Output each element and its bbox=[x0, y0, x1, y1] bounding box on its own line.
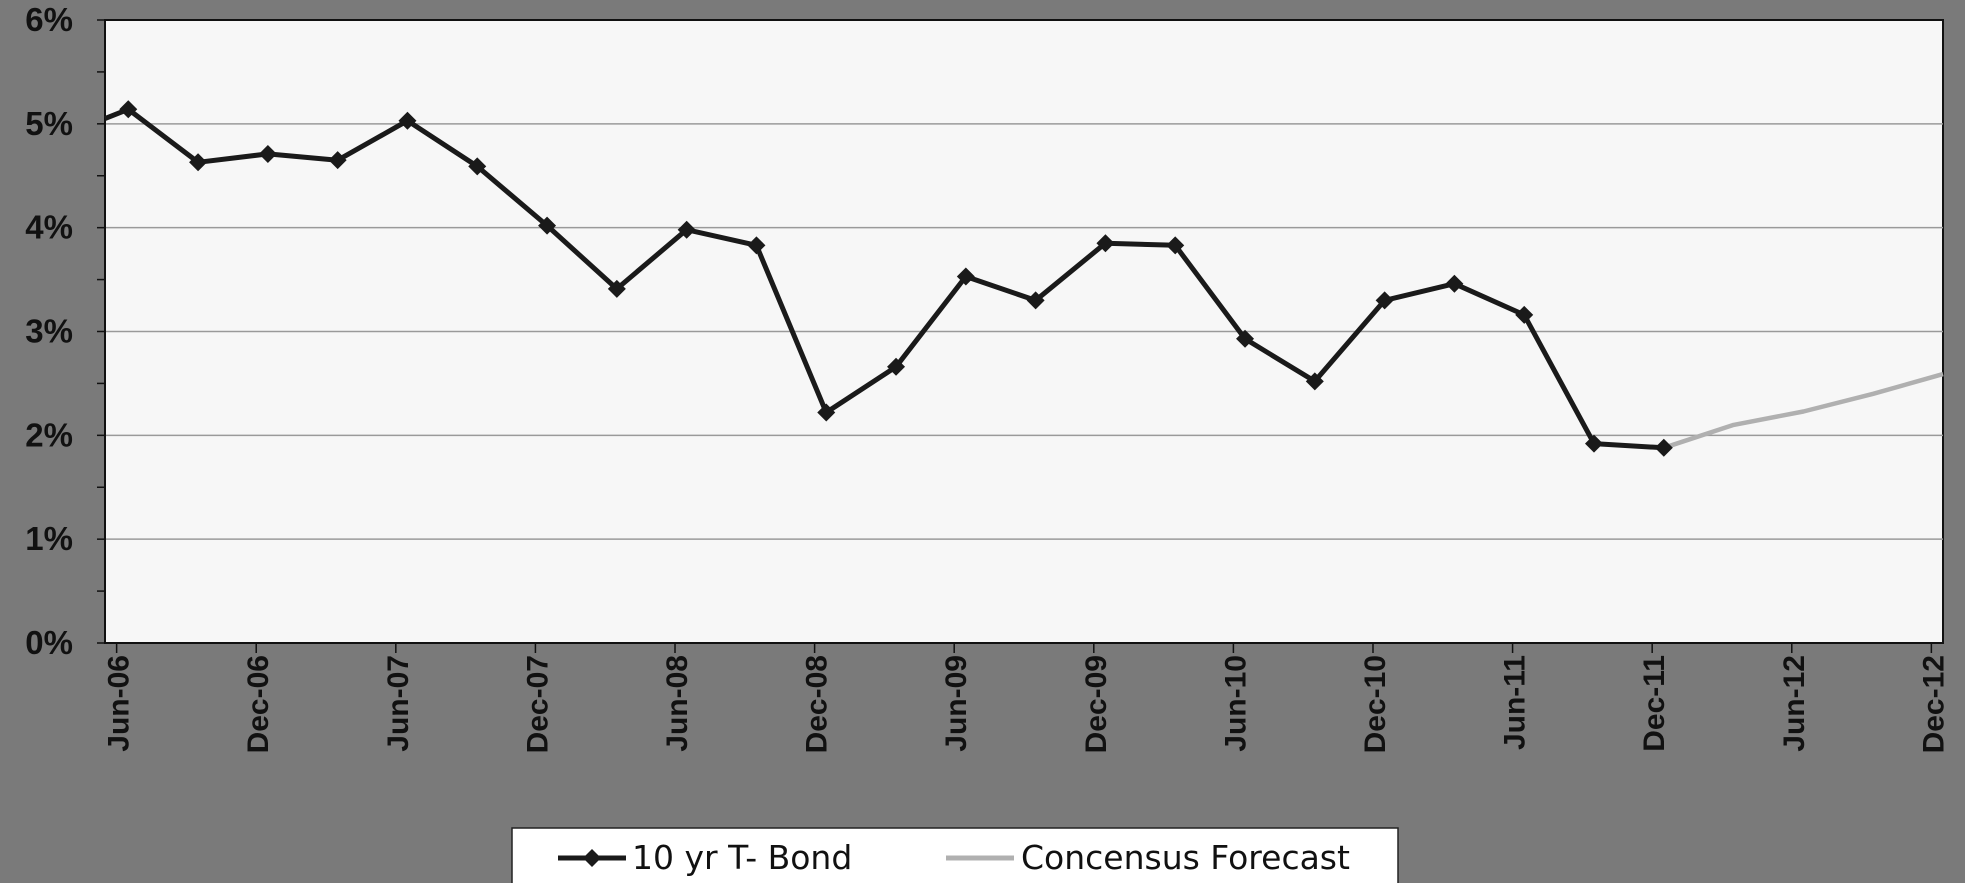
t-bond-point bbox=[538, 216, 557, 235]
t-bond-point bbox=[258, 144, 277, 163]
forecast-line bbox=[1663, 371, 1944, 450]
x-tick-label: Jun-07 bbox=[382, 655, 415, 752]
x-tick-label: Dec-09 bbox=[1080, 655, 1113, 753]
x-axis: Jun-06 Dec-06 Jun-07 Dec-07 Jun-08 Dec-08 Jun-… bbox=[103, 643, 1950, 753]
y-tick-label: 3% bbox=[25, 313, 73, 350]
y-tick-label: 4% bbox=[25, 209, 73, 246]
y-axis: 0% 1% 2% 3% 4% 5% 6% bbox=[25, 1, 106, 661]
t-bond-point bbox=[677, 220, 696, 239]
t-bond-point bbox=[1026, 291, 1045, 310]
t-bond-point bbox=[1585, 434, 1604, 453]
t-bond-point bbox=[747, 236, 766, 255]
t-bond-point bbox=[1515, 305, 1534, 324]
x-tick-label: Dec-07 bbox=[521, 655, 554, 753]
t-bond-point bbox=[1096, 234, 1115, 253]
t-bond-point bbox=[119, 100, 138, 119]
legend-label-forecast: Concensus Forecast bbox=[1021, 838, 1350, 877]
t-bond-point bbox=[1445, 274, 1464, 293]
t-bond-point bbox=[1375, 291, 1394, 310]
series-layer bbox=[104, 100, 1944, 457]
legend-marker-diamond bbox=[583, 849, 601, 867]
x-tick-label: Dec-08 bbox=[801, 655, 834, 753]
x-tick-label: Jun-06 bbox=[103, 655, 136, 752]
x-tick-label: Dec-11 bbox=[1638, 655, 1671, 752]
t-bond-point bbox=[1166, 236, 1185, 255]
legend-label-t-bond: 10 yr T- Bond bbox=[632, 838, 852, 877]
x-tick-label: Jun-08 bbox=[661, 655, 694, 752]
t-bond-point bbox=[1305, 372, 1324, 391]
x-tick-label: Jun-09 bbox=[940, 655, 973, 752]
t-bond-point bbox=[398, 111, 417, 130]
y-tick-label: 0% bbox=[25, 624, 73, 661]
t-bond-point bbox=[607, 279, 626, 298]
x-tick-label: Dec-10 bbox=[1359, 655, 1392, 753]
t-bond-point bbox=[817, 403, 836, 422]
x-tick-label: Jun-11 bbox=[1499, 655, 1532, 750]
t-bond-point bbox=[887, 357, 906, 376]
t-bond-point bbox=[328, 151, 347, 170]
x-tick-label: Jun-10 bbox=[1219, 655, 1252, 752]
y-tick-label: 5% bbox=[25, 105, 73, 142]
t-bond-line bbox=[104, 106, 1664, 451]
legend: 10 yr T- Bond Concensus Forecast bbox=[511, 827, 1399, 883]
t-bond-point bbox=[956, 267, 975, 286]
t-bond-point bbox=[1654, 438, 1673, 457]
y-tick-label: 1% bbox=[25, 520, 73, 557]
t-bond-point bbox=[468, 157, 487, 176]
t-bond-point bbox=[1236, 329, 1255, 348]
x-tick-label: Dec-12 bbox=[1917, 655, 1950, 753]
y-tick-label: 6% bbox=[25, 1, 73, 38]
t-bond-point bbox=[189, 153, 208, 172]
y-tick-label: 2% bbox=[25, 416, 73, 453]
x-tick-label: Jun-12 bbox=[1778, 655, 1811, 752]
x-tick-label: Dec-06 bbox=[242, 655, 275, 753]
